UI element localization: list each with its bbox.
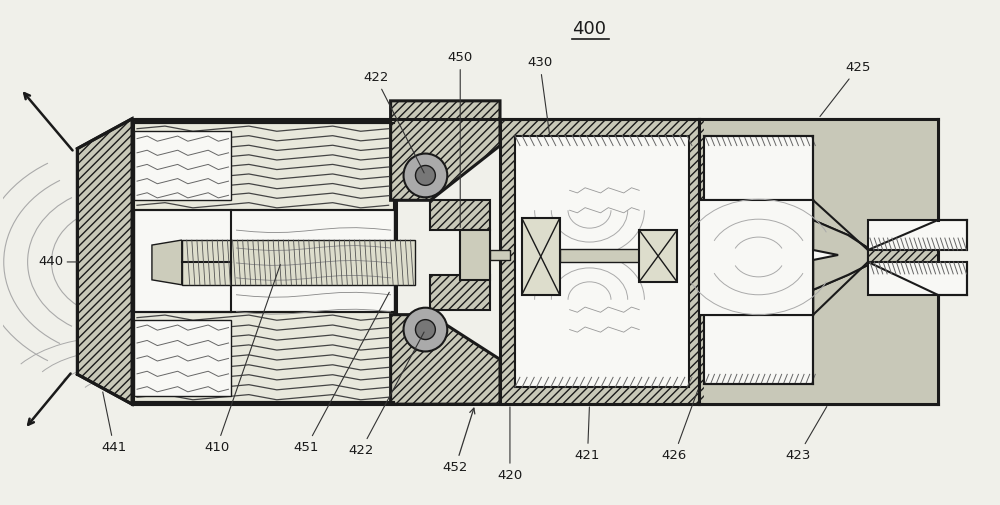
Polygon shape: [868, 220, 967, 250]
Polygon shape: [704, 262, 938, 404]
Polygon shape: [77, 119, 132, 404]
Polygon shape: [430, 200, 490, 230]
Polygon shape: [500, 119, 699, 404]
Text: 420: 420: [497, 407, 523, 482]
Text: 440: 440: [38, 256, 63, 269]
Text: 410: 410: [204, 265, 280, 454]
Text: 430: 430: [527, 56, 552, 133]
Polygon shape: [704, 119, 938, 250]
Polygon shape: [704, 136, 813, 200]
Polygon shape: [699, 119, 938, 404]
Polygon shape: [134, 312, 394, 402]
Circle shape: [415, 320, 435, 339]
Circle shape: [404, 154, 447, 197]
Polygon shape: [391, 101, 500, 200]
Text: 441: 441: [102, 392, 127, 454]
Polygon shape: [522, 218, 560, 295]
Polygon shape: [704, 200, 868, 315]
Text: 421: 421: [575, 407, 600, 462]
Polygon shape: [868, 262, 967, 295]
Text: 426: 426: [661, 390, 698, 462]
Text: 451: 451: [293, 292, 389, 454]
Polygon shape: [430, 275, 490, 310]
Polygon shape: [460, 230, 490, 280]
Text: 425: 425: [820, 61, 871, 117]
Polygon shape: [134, 131, 231, 200]
Text: 452: 452: [443, 408, 475, 474]
Polygon shape: [134, 121, 394, 402]
Polygon shape: [639, 230, 677, 282]
Polygon shape: [182, 240, 415, 285]
Polygon shape: [391, 315, 500, 404]
Text: 423: 423: [786, 407, 827, 462]
Circle shape: [404, 308, 447, 351]
Polygon shape: [704, 315, 813, 384]
Text: 450: 450: [448, 51, 473, 227]
Text: 422: 422: [363, 71, 424, 173]
Polygon shape: [134, 123, 394, 210]
Polygon shape: [152, 240, 182, 285]
Polygon shape: [560, 249, 639, 262]
Text: 422: 422: [348, 332, 424, 457]
Polygon shape: [813, 220, 868, 290]
Polygon shape: [699, 200, 813, 315]
Polygon shape: [490, 250, 510, 260]
Circle shape: [415, 166, 435, 185]
Text: 400: 400: [573, 20, 607, 38]
Polygon shape: [134, 320, 231, 396]
Polygon shape: [132, 119, 396, 404]
Polygon shape: [515, 136, 689, 387]
